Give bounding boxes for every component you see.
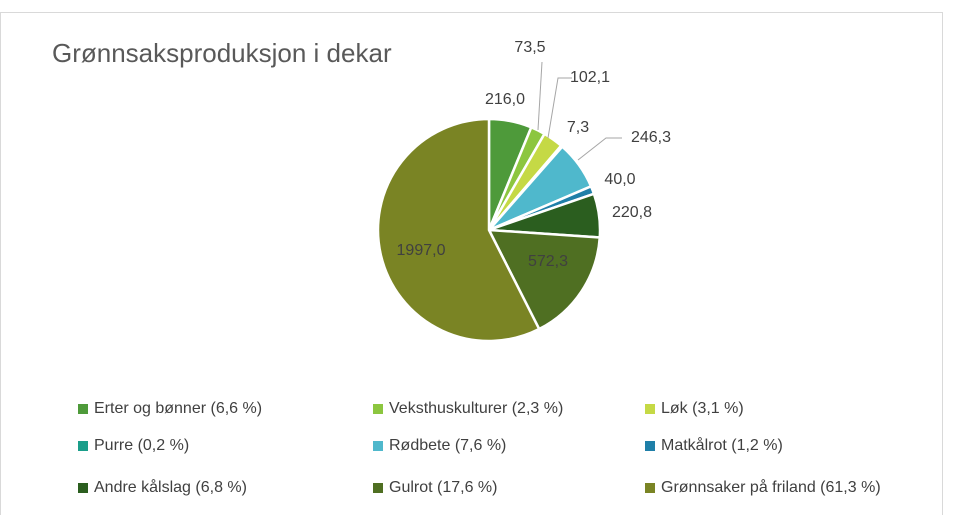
leader-line <box>577 137 622 161</box>
chart-title: Grønnsaksproduksjon i dekar <box>52 38 392 68</box>
data-label: 572,3 <box>528 253 568 270</box>
data-label: 246,3 <box>631 129 671 146</box>
legend-swatch <box>78 441 88 451</box>
legend-swatch <box>373 404 383 414</box>
pie-slice <box>486 228 602 331</box>
data-label: 1997,0 <box>397 242 446 259</box>
data-label: 216,0 <box>485 91 525 108</box>
legend-label: Erter og bønner (6,6 %) <box>94 400 262 417</box>
legend-swatch <box>645 404 655 414</box>
legend-label: Rødbete (7,6 %) <box>389 437 506 454</box>
data-label: 220,8 <box>612 204 652 221</box>
data-label: 7,3 <box>567 119 589 136</box>
legend-swatch <box>78 404 88 414</box>
legend-label: Grønnsaker på friland (61,3 %) <box>661 478 881 496</box>
leader-line <box>547 77 572 139</box>
legend-label: Veksthuskulturer (2,3 %) <box>389 400 563 417</box>
legend-label: Løk (3,1 %) <box>661 400 744 417</box>
legend-swatch <box>373 483 383 493</box>
legend-swatch <box>373 441 383 451</box>
legend-swatch <box>78 483 88 493</box>
data-label: 40,0 <box>604 171 635 188</box>
legend-swatch <box>645 483 655 493</box>
data-label: 73,5 <box>514 39 545 56</box>
legend-label: Matkålrot (1,2 %) <box>661 436 783 454</box>
legend-label: Purre (0,2 %) <box>94 437 189 454</box>
legend-swatch <box>645 441 655 451</box>
pie-slice <box>376 117 541 343</box>
chart-border <box>0 12 943 520</box>
leader-line <box>537 61 543 131</box>
data-label: 102,1 <box>570 69 610 86</box>
legend-label: Gulrot (17,6 %) <box>389 479 497 496</box>
legend-label: Andre kålslag (6,8 %) <box>94 478 247 496</box>
